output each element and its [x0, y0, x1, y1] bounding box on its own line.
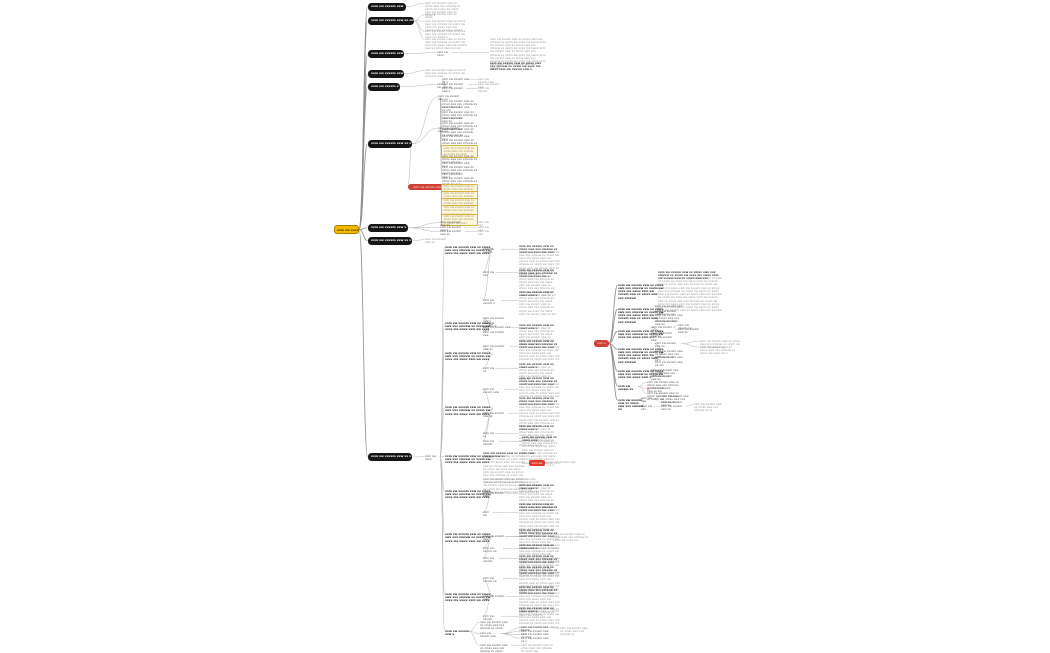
s5-red-badge[interactable]: xxm xw — [529, 460, 545, 466]
s4-child-d[interactable]: xxm xw xxxxm — [483, 440, 499, 446]
topic-5[interactable]: xxm xw xxxxm x — [368, 83, 400, 91]
topic-3[interactable]: xxm xw xxxxm xxw — [368, 50, 404, 58]
t5-row-3-val: xxm xw xxxxm — [478, 87, 495, 93]
t3-child[interactable]: xxm xw xxxx — [437, 51, 452, 57]
s8-child-a[interactable]: xxm xw xxxxm xx — [483, 577, 503, 583]
topic-1[interactable]: xxm xw xxxxm xxw — [368, 3, 406, 11]
right-root-node[interactable]: xxm x — [594, 340, 609, 347]
s6-child-a[interactable]: xxm xw xxxxm xxw — [483, 492, 505, 498]
b7-child-a[interactable]: xxm xw xxx — [641, 397, 654, 403]
warning-icon: ▲ — [647, 387, 649, 390]
t3-notehdr: xxm xw xxxxm xxw xx xmxx xwx xxx xmxxw x… — [490, 62, 545, 72]
branch-6-label[interactable]: xxm xw xxxxm xx — [618, 385, 638, 392]
b4-child-d[interactable]: xxm xw xxxxm xxw xx xm — [655, 361, 685, 367]
s2-child-4[interactable]: xxm xw xxxxm xxw — [483, 331, 505, 337]
left-root-node[interactable]: xxm xw xxxx — [334, 225, 359, 234]
s4-child-a[interactable]: xxm xw xxxxm xxw — [483, 388, 504, 394]
s3-child-a[interactable]: xxm xw xxxxm xxw xx — [483, 345, 510, 351]
s1-c-note: xxm xw xxxxm xxw xx xmxx xwx xxx xmxxw x… — [519, 294, 559, 317]
s9-b-sub-4[interactable]: xxm xw xxxxm xxw xx x — [521, 637, 550, 643]
b4-a-sub-2: xxm xw xxxxm xxw xx xmxx xwx xxx xmxxw x… — [700, 346, 740, 356]
b3-a-sub-2[interactable]: xxm xw xxxxm xxw xx — [678, 328, 705, 334]
topic-8[interactable]: xxm xw xxxxm xxw xx x — [368, 237, 412, 245]
topic-7[interactable]: xxm xw xxxxm xxw x — [368, 224, 408, 232]
s5-badge-text: xxm xw xxxxm xxw xx x — [548, 461, 576, 467]
topic-4[interactable]: xxm xw xxxxm xxw — [368, 70, 404, 78]
b4-child-a[interactable]: xxm xw xxxxm xxw xx — [655, 342, 681, 348]
topic-2[interactable]: xxm xw xxxxm xxw xx xm — [368, 17, 414, 25]
s9-b-sub-note: xxm xw xxxxm xxw xx xmxx xwx xxx xmxxw x… — [560, 627, 588, 637]
s4-child-b[interactable]: xxm xw xxxxm xxw xx — [483, 412, 508, 418]
s3-child-b[interactable]: xxm xw xx — [483, 367, 495, 373]
t2-note-4: xxm xw xxxxm xxw xx xmxx xwx xxx xmxxw x… — [425, 38, 469, 51]
s3-a-note: xxm xw xxxxm xxw xx xmxx xwx xxx xmxxw x… — [519, 346, 560, 362]
s9-child-a[interactable]: xxm xw xxxxm xxw xx xmxx xwx xxx xmxxw x… — [480, 621, 511, 631]
b7-b-sub-note: xxm xw xxxxm xxw xx xmxx xwx xxx xmxxw x… — [694, 403, 724, 413]
s1-child-c[interactable]: xxm xw xxxxm x — [483, 299, 502, 305]
t9-child[interactable]: xxm xw xxxx — [425, 455, 440, 461]
s1-child-a[interactable]: xxm xw xxxxm — [483, 248, 501, 254]
s4-child-c[interactable]: xxm xw xx — [483, 432, 495, 438]
s1-child-b[interactable]: xxm xw xxx — [483, 271, 496, 277]
s6-child-b[interactable]: xxm xw — [483, 511, 493, 517]
s7-child-b[interactable]: xxm xw xxxxm xx — [483, 547, 503, 553]
s8-child-b[interactable]: xxm xw xxxxm xxw — [483, 595, 506, 601]
s9-child-b[interactable]: xxm xw xxxxm xxw — [480, 632, 501, 638]
section-3-label[interactable]: xxm xw xxxxm xxw xx xmxx xwx xxx xmxxw x… — [445, 352, 495, 362]
t7-row-3[interactable]: xxm xw xxxxm xxw xx — [440, 230, 465, 236]
s9-child-c[interactable]: xxm xw xxxxm xxw xx xmxx xwx xxx xmxxw x… — [480, 644, 511, 653]
topic-9[interactable]: xxm xw xxxxm xxw xx x — [368, 453, 412, 461]
section-9-label[interactable]: xxm xw xxxxm xxw x — [445, 630, 469, 637]
s7-child-a[interactable]: xxm xw xxxxm xxw — [483, 535, 505, 541]
b7-child-b[interactable]: xxm xw xxx — [641, 405, 654, 411]
b7-b-sub-1[interactable]: xxm xw xxxxm xxw xx — [661, 405, 686, 411]
topic-6[interactable]: xxm xw xxxxm xxw xx x — [368, 140, 412, 148]
s7-child-c[interactable]: xxm xw xxxxm — [483, 557, 499, 563]
t5-row-3[interactable]: xxm xw xxxxm xxw x — [442, 87, 466, 93]
s9-c-note: xxm xw xxxxm xxw xx xmxx xwx xxx xmxxw x… — [521, 644, 555, 653]
t8-note: xxm xw xxxxm xxw xx — [425, 238, 450, 244]
t6-child-2[interactable]: xxm xw xxxxm xxw xx — [438, 127, 463, 133]
t7-row-3-val: xxm xw xxx — [478, 230, 491, 236]
